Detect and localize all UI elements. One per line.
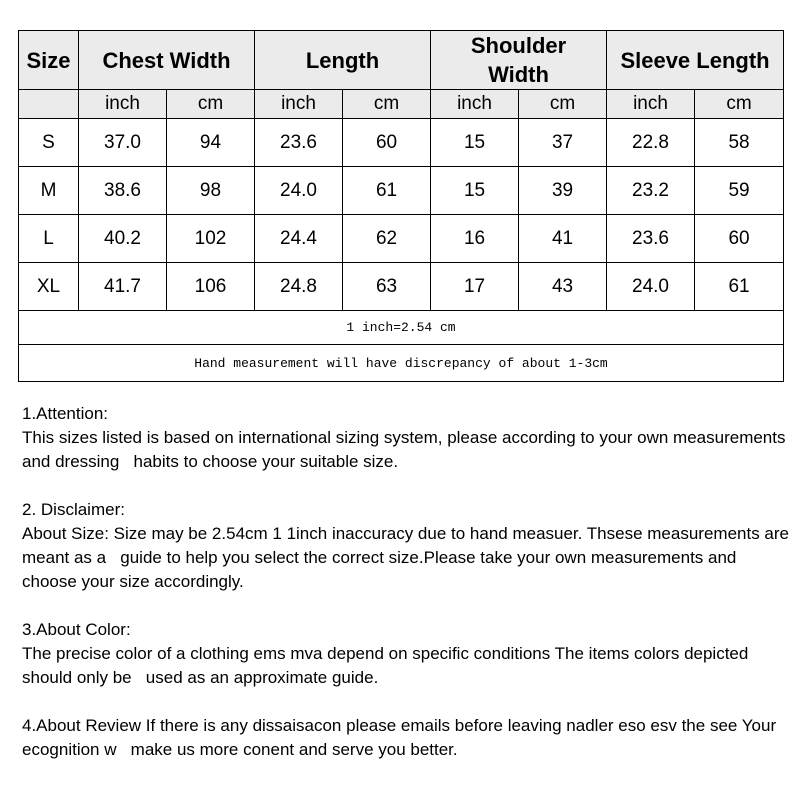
header-shoulder-width: Shoulder Width xyxy=(430,30,608,90)
unit-cell: cm xyxy=(694,89,785,119)
note-disclaimer: 2. Disclaimer: About Size: Size may be 2… xyxy=(22,498,792,594)
unit-cell: cm xyxy=(166,89,255,119)
header-row: Size Chest Width Length Shoulder Width S… xyxy=(18,30,785,90)
measurement-cell: 23.6 xyxy=(606,214,696,263)
header-chest-width: Chest Width xyxy=(78,30,255,90)
measurement-cell: 106 xyxy=(166,262,255,311)
measurement-cell: 94 xyxy=(166,118,255,167)
header-sleeve-length: Sleeve Length xyxy=(606,30,785,90)
measurement-cell: 24.8 xyxy=(254,262,343,311)
measurement-cell: 37 xyxy=(518,118,608,167)
note-body: 4.About Review If there is any dissaisac… xyxy=(22,716,781,759)
measurement-cell: 40.2 xyxy=(78,214,167,263)
measurement-cell: 61 xyxy=(341,166,432,215)
note-attention: 1.Attention: This sizes listed is based … xyxy=(22,402,792,474)
unit-cell: cm xyxy=(518,89,608,119)
notes-section: 1.Attention: This sizes listed is based … xyxy=(22,402,792,786)
measurement-cell: 59 xyxy=(694,166,785,215)
table-row: S 37.0 94 23.6 60 15 37 22.8 58 xyxy=(18,118,785,167)
note-title: 3.About Color: xyxy=(22,620,131,639)
measurement-cell: 41.7 xyxy=(78,262,167,311)
unit-cell: inch xyxy=(606,89,696,119)
measurement-cell: 15 xyxy=(430,166,520,215)
unit-cell: cm xyxy=(341,89,432,119)
measurement-cell: 62 xyxy=(341,214,432,263)
header-length: Length xyxy=(253,30,432,90)
measurement-cell: 15 xyxy=(430,118,520,167)
measurement-note: Hand measurement will have discrepancy o… xyxy=(17,344,785,382)
measurement-cell: 43 xyxy=(518,262,608,311)
measurement-cell: 58 xyxy=(694,118,785,167)
measurement-cell: 38.6 xyxy=(78,166,167,215)
table-row: M 38.6 98 24.0 61 15 39 23.2 59 xyxy=(18,166,785,215)
conversion-note: 1 inch=2.54 cm xyxy=(17,310,785,345)
measurement-cell: 17 xyxy=(430,262,520,311)
measurement-cell: 24.4 xyxy=(254,214,343,263)
unit-blank xyxy=(18,89,79,119)
measurement-cell: 41 xyxy=(518,214,608,263)
note-body: The precise color of a clothing ems mva … xyxy=(22,644,754,687)
unit-row: inch cm inch cm inch cm inch cm xyxy=(18,89,785,119)
header-size: Size xyxy=(18,30,79,90)
note-title: 1.Attention: xyxy=(22,404,109,423)
measurement-cell: 39 xyxy=(518,166,608,215)
measurement-cell: 37.0 xyxy=(78,118,167,167)
size-chart-table: Size Chest Width Length Shoulder Width S… xyxy=(17,30,785,382)
note-title: 2. Disclaimer: xyxy=(22,500,125,519)
unit-cell: inch xyxy=(254,89,343,119)
conversion-note-row: 1 inch=2.54 cm xyxy=(17,310,785,345)
measurement-cell: 24.0 xyxy=(254,166,343,215)
measurement-cell: 61 xyxy=(694,262,785,311)
measurement-cell: 23.6 xyxy=(254,118,343,167)
note-review: 4.About Review If there is any dissaisac… xyxy=(22,714,792,762)
measurement-cell: 98 xyxy=(166,166,255,215)
note-color: 3.About Color: The precise color of a cl… xyxy=(22,618,792,690)
measurement-cell: 24.0 xyxy=(606,262,696,311)
unit-cell: inch xyxy=(78,89,167,119)
size-label: XL xyxy=(18,262,79,311)
measurement-cell: 23.2 xyxy=(606,166,696,215)
measurement-note-row: Hand measurement will have discrepancy o… xyxy=(17,344,785,382)
note-body: About Size: Size may be 2.54cm 1 1inch i… xyxy=(22,524,794,591)
size-label: M xyxy=(18,166,79,215)
measurement-cell: 63 xyxy=(341,262,432,311)
size-label: L xyxy=(18,214,79,263)
note-body: This sizes listed is based on internatio… xyxy=(22,428,791,471)
measurement-cell: 60 xyxy=(694,214,785,263)
table-row: L 40.2 102 24.4 62 16 41 23.6 60 xyxy=(18,214,785,263)
measurement-cell: 16 xyxy=(430,214,520,263)
measurement-cell: 22.8 xyxy=(606,118,696,167)
unit-cell: inch xyxy=(430,89,520,119)
table-row: XL 41.7 106 24.8 63 17 43 24.0 61 xyxy=(18,262,785,311)
measurement-cell: 60 xyxy=(341,118,432,167)
size-label: S xyxy=(18,118,79,167)
measurement-cell: 102 xyxy=(166,214,255,263)
